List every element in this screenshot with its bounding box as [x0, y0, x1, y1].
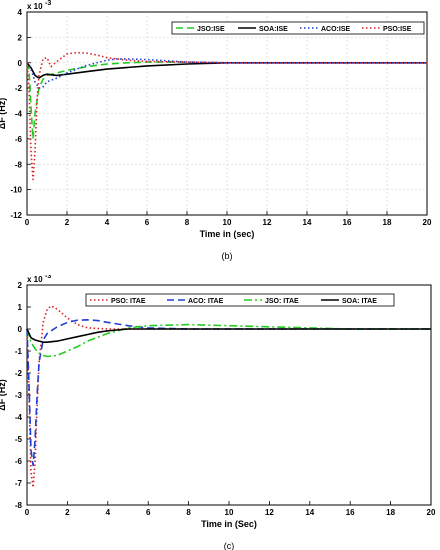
chart-0-series-line-2 — [26, 58, 427, 89]
chart-1-legend-label-1: ACO: ITAE — [188, 298, 224, 305]
chart-0-series-line-1 — [26, 62, 427, 79]
chart-0-x-tick-label: 0 — [25, 218, 30, 227]
chart-1-x-tick-label: 16 — [346, 508, 355, 517]
chart-1-legend-label-2: JSO: ITAE — [265, 298, 299, 305]
chart-0-y-tick-label: -8 — [15, 160, 23, 169]
chart-0-y-tick-label: 0 — [18, 59, 23, 68]
chart-1-y-tick-label: -5 — [15, 435, 23, 444]
chart-0-x-tick-label: 6 — [145, 218, 150, 227]
chart-1-y-tick-label: -4 — [15, 413, 23, 422]
chart-1-legend-label-0: PSO: ITAE — [111, 298, 146, 305]
chart-0-x-tick-label: 10 — [223, 218, 232, 227]
chart-0-legend — [171, 21, 425, 35]
chart-1-series-line-1 — [26, 319, 431, 467]
chart-1-y-tick-label: -6 — [15, 457, 23, 466]
chart-1-legend-label-3: SOA: ITAE — [342, 298, 377, 305]
chart-b: 0 2 4 6 8 10 12 14 16 18 20 -12 -10 -8 -6 -4 -2 0 2 4 x 10 -3… — [0, 0, 432, 261]
chart-1-x-tick-label: 4 — [106, 508, 111, 517]
chart-0-x-tick-label: 20 — [423, 218, 432, 227]
chart-0-legend-label-3: PSO:ISE — [383, 26, 412, 33]
chart-1-x-tick-label: 2 — [65, 508, 70, 517]
chart-1-y-exponent: x 10 — [27, 275, 43, 284]
chart-0-y-tick-label: -6 — [15, 135, 23, 144]
chart-0-x-tick-label: 8 — [185, 218, 190, 227]
chart-0-x-tick-label: 16 — [343, 218, 352, 227]
chart-1-x-tick-label: 12 — [265, 508, 274, 517]
chart-0-x-tick-label: 12 — [263, 218, 272, 227]
chart-1-x-axis-label: Time in (Sec) — [201, 519, 257, 529]
chart-1-series-line-3 — [26, 328, 431, 343]
chart-1-plot-area — [26, 284, 432, 506]
chart-1-series-line-2 — [26, 323, 431, 358]
chart-1-x-tick-label: 18 — [386, 508, 395, 517]
chart-1-caption: (c) — [224, 541, 235, 550]
chart-1-y-tick-label: -2 — [15, 369, 23, 378]
chart-1-y-axis-label: ΔF (Hz) — [0, 379, 7, 410]
chart-0-y-tick-label: 2 — [18, 33, 23, 42]
chart-0-legend-label-1: SOA:ISE — [259, 26, 288, 33]
chart-1-y-tick-label: 2 — [18, 281, 23, 290]
chart-1-x-tick-label: 10 — [225, 508, 234, 517]
chart-0-x-tick-label: 4 — [105, 218, 110, 227]
chart-0-series-line-3 — [26, 51, 427, 181]
chart-1-y-tick-label: 0 — [18, 325, 23, 334]
chart-1-y-exponent-power: -3 — [45, 275, 51, 280]
chart-0-y-tick-label: -4 — [15, 110, 23, 119]
chart-1-y-tick-label: -1 — [15, 347, 23, 356]
chart-0-legend-label-0: JSO:ISE — [197, 26, 225, 33]
chart-1-x-tick-label: 8 — [186, 508, 191, 517]
chart-0-x-axis-label: Time in (sec) — [200, 229, 255, 239]
chart-1-legend — [85, 293, 395, 307]
chart-0-y-exponent: x 10 — [27, 2, 43, 11]
chart-0-caption: (b) — [222, 251, 233, 261]
chart-1-x-tick-label: 6 — [146, 508, 151, 517]
chart-0-x-tick-label: 18 — [383, 218, 392, 227]
chart-0-legend-label-2: ACO:ISE — [321, 26, 351, 33]
chart-0-y-axis-label: ΔF (Hz) — [0, 98, 7, 129]
chart-1-y-tick-label: -7 — [15, 479, 23, 488]
chart-0-x-tick-label: 2 — [65, 218, 70, 227]
chart-1-y-tick-label: -8 — [15, 501, 23, 510]
chart-1-x-tick-label: 14 — [305, 508, 314, 517]
chart-1-x-tick-label: 20 — [427, 508, 436, 517]
chart-1-x-tick-label: 0 — [25, 508, 30, 517]
chart-0-x-tick-label: 14 — [303, 218, 312, 227]
chart-0-y-tick-label: -2 — [15, 84, 23, 93]
chart-0-y-tick-label: -12 — [10, 211, 22, 220]
chart-0-y-tick-label: -10 — [10, 186, 22, 195]
chart-0-y-exponent-power: -3 — [45, 0, 51, 7]
chart-1-y-tick-label: -3 — [15, 391, 23, 400]
chart-0-y-tick-label: 4 — [18, 8, 23, 17]
chart-1-y-tick-label: 1 — [18, 303, 23, 312]
